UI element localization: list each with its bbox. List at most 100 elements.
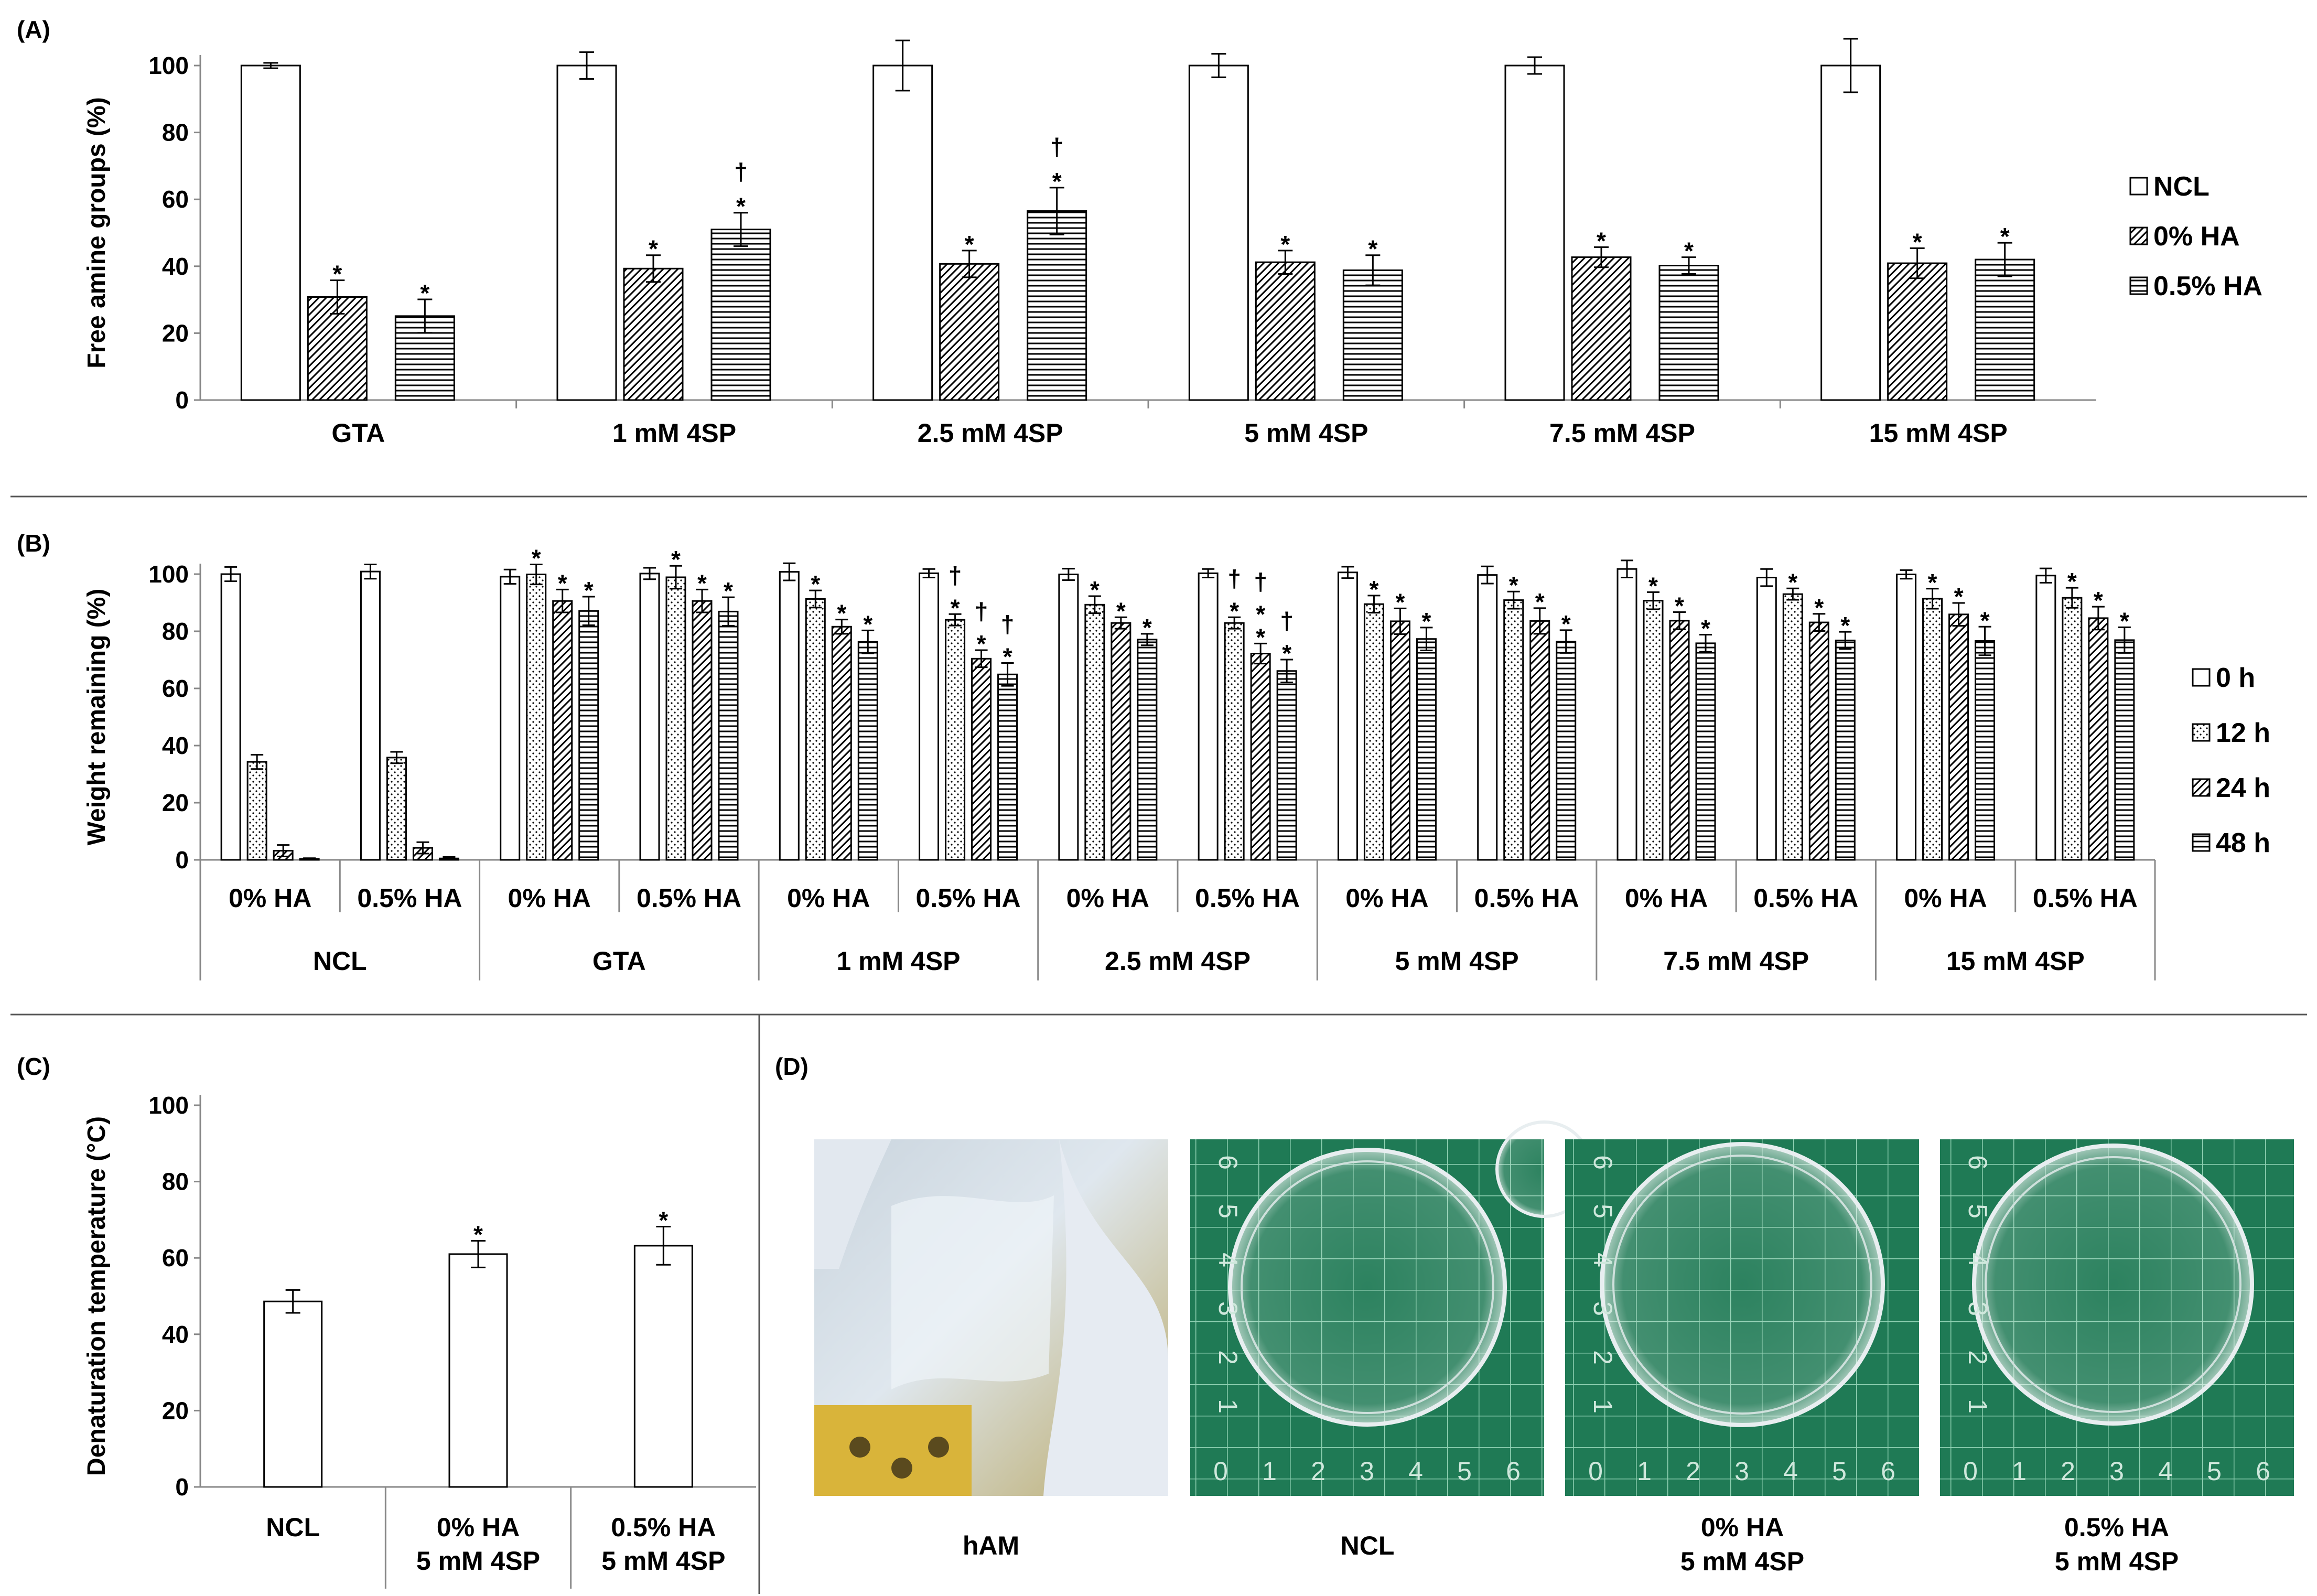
chart-a-bar xyxy=(1658,265,1719,401)
chart-a-error-bar xyxy=(895,39,910,92)
chart-b-bar xyxy=(831,626,852,861)
chart-c-ytick-label: 80 xyxy=(162,1168,189,1195)
chart-a-error-bar xyxy=(1682,256,1696,275)
chart-b-significance-mark: * xyxy=(1282,640,1291,667)
chart-b-bar xyxy=(1975,640,1996,861)
chart-a-significance-mark: * xyxy=(420,279,429,307)
chart-c-ytick-label: 100 xyxy=(148,1092,189,1119)
chart-b-error-bar xyxy=(1699,634,1712,653)
mat-number-x: 4 xyxy=(1408,1457,1423,1486)
chart-b-group-label: 1 mM 4SP xyxy=(836,946,960,976)
chart-b-error-bar xyxy=(1900,569,1913,580)
chart-a-significance-mark: * xyxy=(1913,228,1922,255)
chart-b-bar xyxy=(2088,617,2109,861)
chart-b-bar xyxy=(360,570,381,861)
chart-b-subcategory-label: 0% HA xyxy=(1066,883,1149,913)
chart-b-error-bar xyxy=(1341,566,1354,579)
chart-a-error-bar xyxy=(1365,254,1381,286)
chart-b-error-bar xyxy=(530,563,543,586)
photo-ncl: 0 1 1 2 2 3 3 4 4 5 5 6 6 xyxy=(1190,1120,1593,1496)
chart-b-subcategory-label: 0% HA xyxy=(1904,883,1987,913)
chart-b-bar xyxy=(552,600,573,861)
chart-b-significance-mark: * xyxy=(811,570,820,598)
chart-b-significance-mark: * xyxy=(1954,583,1964,610)
chart-b-group-label: 7.5 mM 4SP xyxy=(1663,946,1809,976)
chart-b-significance-mark: * xyxy=(724,577,733,605)
mat-number-y: 1 xyxy=(1963,1399,1992,1414)
chart-b-significance-mark: * xyxy=(1701,615,1710,642)
chart-b-significance-mark: * xyxy=(1256,623,1265,651)
chart-b-legend-label: 12 h xyxy=(2216,718,2270,748)
chart-b-error-bar xyxy=(277,844,290,857)
chart-a-bar xyxy=(1255,261,1316,401)
chart-a-category-label: 2.5 mM 4SP xyxy=(918,418,1063,448)
chart-b-error-bar xyxy=(643,567,656,580)
chart-b-bar xyxy=(1695,642,1716,861)
chart-a-ytick-label: 100 xyxy=(148,52,189,79)
chart-b-bar xyxy=(2035,575,2056,861)
chart-b-weight-remaining: 0 20 40 60 80 100 Weight remaining (%) 0% HA 0.5… xyxy=(83,544,2270,980)
chart-b-significance-mark: † xyxy=(1001,610,1015,638)
chart-c-ytick-label: 40 xyxy=(162,1321,189,1348)
chart-b-error-bar xyxy=(1062,568,1075,581)
chart-b-legend-swatch xyxy=(2192,723,2211,742)
chart-a-error-bar xyxy=(1997,242,2012,277)
chart-b-error-bar xyxy=(224,566,238,583)
chart-b-legend-label: 24 h xyxy=(2216,773,2270,803)
chart-b-group-label: 2.5 mM 4SP xyxy=(1105,946,1251,976)
chart-a-category-label: GTA xyxy=(331,418,385,448)
chart-b-error-bar xyxy=(861,629,875,654)
chart-b-bar xyxy=(805,598,826,861)
chart-b-bar xyxy=(971,657,992,861)
chart-a-error-bar xyxy=(1594,246,1609,268)
chart-b-bar xyxy=(1756,577,1777,861)
panel-a-label: (A) xyxy=(17,16,50,43)
chart-b-bar xyxy=(1084,603,1105,861)
chart-b-significance-mark: * xyxy=(1648,572,1658,599)
chart-a-error-bar xyxy=(579,51,594,80)
chart-c-significance-mark: * xyxy=(473,1221,483,1248)
chart-a-category-label: 1 mM 4SP xyxy=(612,418,736,448)
chart-b-bar xyxy=(2114,639,2135,861)
chart-b-legend-swatch xyxy=(2192,668,2211,687)
chart-b-significance-mark: * xyxy=(2094,587,2103,614)
mat-number-y: 3 xyxy=(1588,1301,1618,1316)
chart-b-error-bar xyxy=(1420,627,1433,652)
chart-b-significance-mark: * xyxy=(532,544,541,571)
chart-c-category-label: 5 mM 4SP xyxy=(601,1546,725,1576)
panel-c-label: (C) xyxy=(17,1053,50,1080)
chart-a-bar xyxy=(394,315,455,401)
chart-b-error-bar xyxy=(1839,631,1852,650)
chart-b-error-bar xyxy=(1481,565,1494,585)
photo-0ha-5mm-4sp: 0 1 1 2 2 3 3 4 4 5 5 6 6 xyxy=(1565,1139,1919,1496)
chart-b-group-label: NCL xyxy=(313,946,367,976)
mat-number-y: 3 xyxy=(1963,1301,1992,1316)
chart-b-bar xyxy=(1922,598,1943,861)
chart-b-legend-swatch xyxy=(2192,778,2211,797)
chart-a-significance-mark: * xyxy=(1684,238,1694,265)
chart-b-ytick-label: 0 xyxy=(175,846,189,874)
mat-number-x: 2 xyxy=(1686,1457,1700,1486)
chart-a-error-bar xyxy=(417,298,433,334)
chart-b-bar xyxy=(1556,641,1577,861)
chart-a-ytick-label: 60 xyxy=(162,186,189,213)
chart-b-significance-mark: * xyxy=(1535,588,1545,616)
chart-b-subcategory-label: 0.5% HA xyxy=(357,883,462,913)
chart-b-bar xyxy=(1363,603,1384,861)
panel-b-label: (B) xyxy=(17,530,50,557)
chart-b-group-label: 5 mM 4SP xyxy=(1395,946,1518,976)
mat-number-y: 5 xyxy=(1213,1204,1243,1218)
chart-a-ytick-label: 80 xyxy=(162,119,189,146)
chart-b-y-axis-label: Weight remaining (%) xyxy=(83,589,111,846)
chart-b-significance-mark: * xyxy=(558,569,567,597)
chart-b-significance-mark: * xyxy=(1116,597,1126,624)
chart-b-error-bar xyxy=(1507,590,1520,610)
chart-a-category-label: 7.5 mM 4SP xyxy=(1549,418,1695,448)
chart-b-bar xyxy=(1058,574,1079,861)
chart-b-ytick-label: 40 xyxy=(162,732,189,759)
chart-c-bar xyxy=(448,1253,508,1488)
photo-ham xyxy=(814,1139,1169,1496)
chart-a-bar xyxy=(1571,256,1632,401)
chart-a-ytick-label: 20 xyxy=(162,319,189,347)
chart-a-ytick-label: 0 xyxy=(175,386,189,414)
